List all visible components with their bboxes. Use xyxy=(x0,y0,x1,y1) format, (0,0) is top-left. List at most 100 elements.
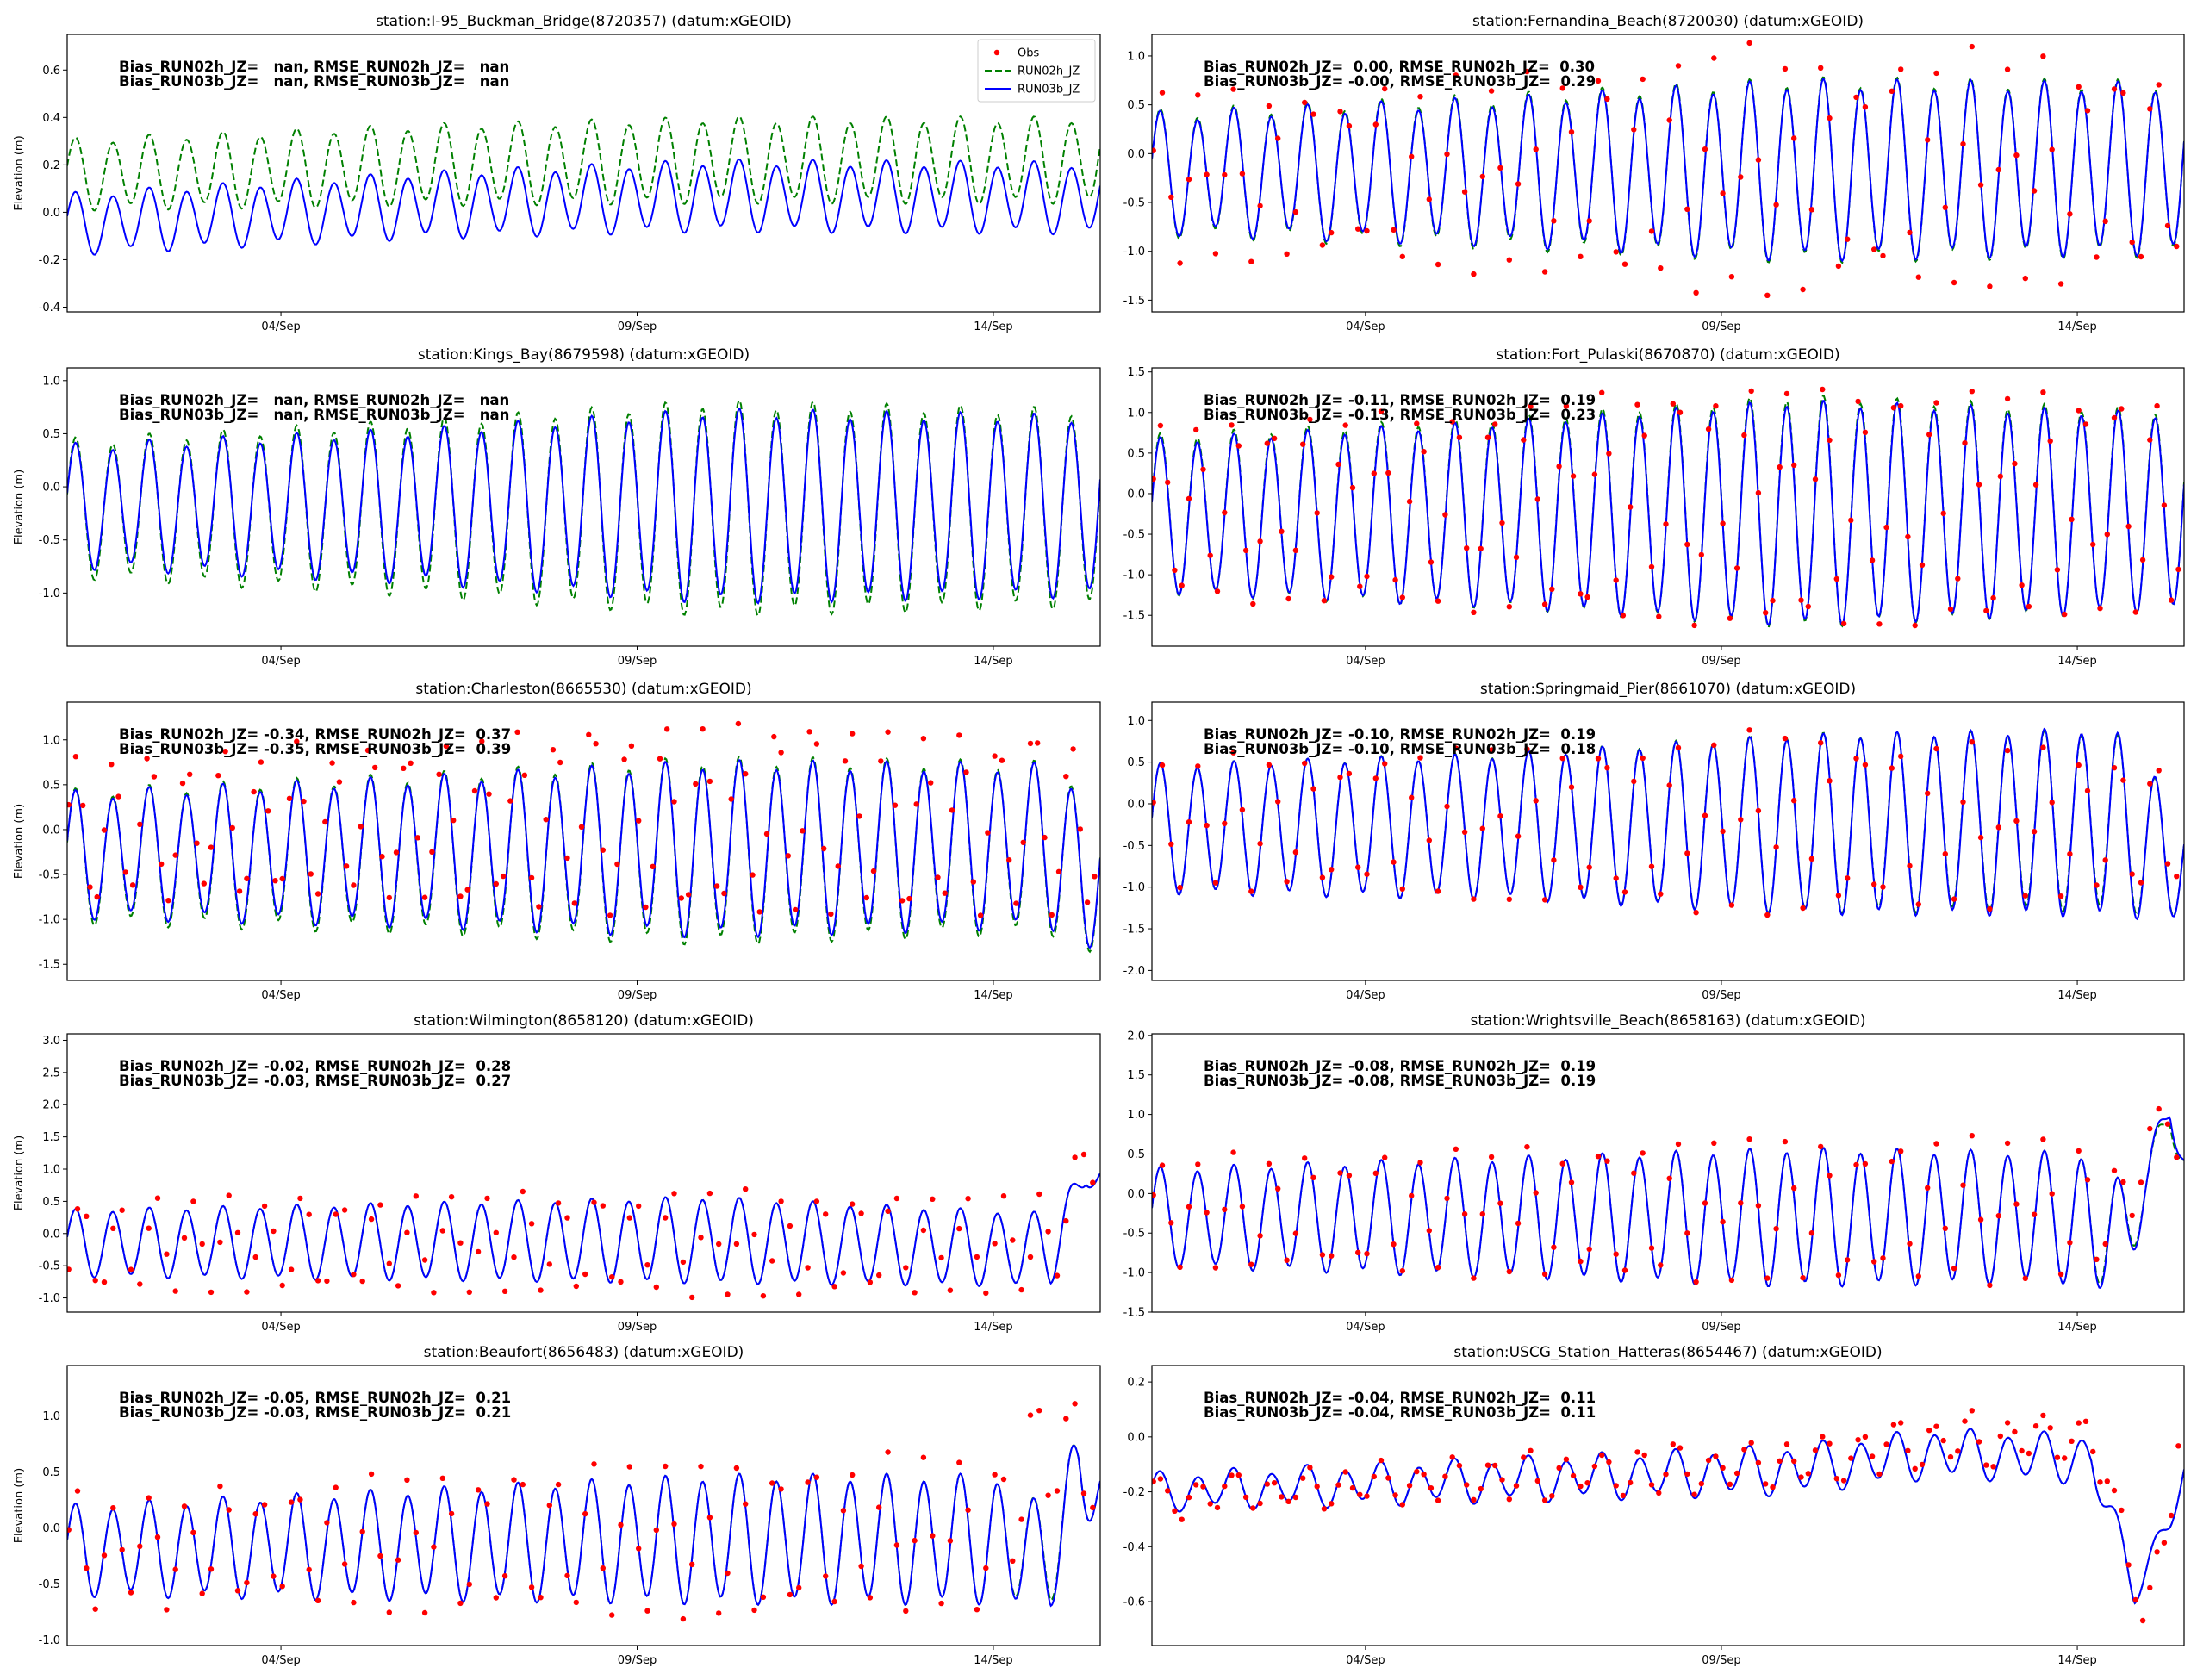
obs-point xyxy=(2076,84,2082,90)
obs-point xyxy=(252,1511,258,1517)
obs-point xyxy=(2094,254,2100,260)
obs-point xyxy=(172,1566,178,1572)
obs-point xyxy=(965,1507,971,1513)
obs-point xyxy=(154,1195,161,1201)
obs-point xyxy=(586,731,592,737)
run02h-series-line xyxy=(67,115,1100,212)
obs-point xyxy=(1613,1251,1619,1257)
obs-point xyxy=(2040,1136,2046,1142)
obs-point xyxy=(137,821,143,827)
obs-point xyxy=(1926,1428,1932,1434)
obs-point xyxy=(1933,400,1939,406)
obs-point xyxy=(1833,1476,1839,1482)
obs-point xyxy=(154,1534,161,1540)
obs-point xyxy=(414,835,420,841)
obs-point xyxy=(1186,819,1192,825)
run03b-series-line xyxy=(1152,1115,2184,1290)
obs-point xyxy=(1907,862,1913,869)
obs-point xyxy=(1152,1478,1156,1484)
obs-point xyxy=(840,1508,847,1514)
legend-obs-label: Obs xyxy=(1018,47,1039,60)
obs-point xyxy=(1800,1275,1806,1281)
y-tick-label: 0.0 xyxy=(42,1228,60,1241)
obs-point xyxy=(2067,1240,2073,1246)
obs-point xyxy=(1533,146,1539,152)
obs-point xyxy=(1371,1473,1378,1480)
obs-point xyxy=(689,1294,695,1301)
obs-point xyxy=(1027,1254,1034,1260)
obs-point xyxy=(1364,1251,1370,1257)
obs-point xyxy=(1329,867,1335,873)
obs-point xyxy=(856,813,862,819)
run03b-series-line xyxy=(67,1173,1100,1287)
obs-point xyxy=(657,756,663,762)
obs-point xyxy=(1314,1484,1320,1490)
obs-point xyxy=(1392,576,1398,583)
y-tick-label: 1.5 xyxy=(42,1131,60,1144)
obs-point xyxy=(1559,756,1565,762)
obs-point xyxy=(1172,1508,1178,1515)
obs-point xyxy=(1421,1472,1427,1478)
obs-point xyxy=(1235,443,1242,449)
obs-point xyxy=(2164,222,2171,229)
obs-point xyxy=(2040,53,2046,59)
run03b-series-line xyxy=(1152,400,2184,626)
obs-point xyxy=(324,1520,330,1526)
obs-point xyxy=(2022,893,2028,899)
obs-point xyxy=(215,773,221,779)
obs-point xyxy=(1962,1418,1968,1424)
obs-point xyxy=(1528,1447,1534,1454)
obs-point xyxy=(1663,521,1669,527)
obs-point xyxy=(1471,271,1477,277)
obs-point xyxy=(351,1599,357,1606)
obs-point xyxy=(743,1501,749,1507)
obs-point xyxy=(2120,777,2126,783)
obs-point xyxy=(1898,402,1904,409)
obs-point xyxy=(1631,1170,1637,1176)
obs-point xyxy=(906,895,912,902)
obs-point xyxy=(368,1216,375,1223)
obs-point xyxy=(1764,1275,1771,1281)
obs-point xyxy=(1925,1185,1931,1192)
obs-point xyxy=(1521,437,1527,443)
obs-point xyxy=(1862,1434,1869,1440)
x-tick-label: 14/Sep xyxy=(974,320,1012,333)
obs-point xyxy=(1271,435,1278,441)
obs-point xyxy=(1559,85,1565,91)
obs-point xyxy=(1070,746,1076,752)
y-tick-label: 1.5 xyxy=(1127,1069,1145,1082)
obs-point xyxy=(341,1207,348,1213)
obs-point xyxy=(698,1463,704,1470)
obs-point xyxy=(636,818,642,824)
obs-point xyxy=(1506,257,1513,263)
obs-point xyxy=(1987,283,1993,289)
obs-point xyxy=(179,780,186,787)
obs-point xyxy=(831,1598,837,1605)
obs-point xyxy=(2104,532,2110,538)
obs-point xyxy=(763,831,770,837)
obs-point xyxy=(1919,1461,1926,1468)
obs-point xyxy=(935,874,941,880)
obs-point xyxy=(1302,760,1308,767)
obs-point xyxy=(1302,99,1308,106)
obs-point xyxy=(992,1472,998,1478)
obs-point xyxy=(636,1546,642,1552)
obs-point xyxy=(1640,1150,1646,1156)
x-tick-label: 04/Sep xyxy=(261,320,300,333)
obs-point xyxy=(1969,1133,1975,1139)
obs-point xyxy=(2062,1455,2068,1461)
obs-point xyxy=(1648,1482,1655,1488)
plot-area xyxy=(1152,727,2184,921)
y-tick-label: -0.5 xyxy=(39,534,60,547)
obs-point xyxy=(1533,798,1539,804)
obs-point xyxy=(1770,1484,1776,1490)
obs-point xyxy=(1342,1469,1348,1475)
obs-point xyxy=(1471,1275,1477,1281)
obs-point xyxy=(2125,523,2132,530)
obs-point xyxy=(1871,881,1877,887)
obs-point xyxy=(2082,421,2089,427)
obs-point xyxy=(1578,1483,1584,1490)
obs-point xyxy=(2026,603,2032,610)
obs-point xyxy=(1212,880,1219,886)
